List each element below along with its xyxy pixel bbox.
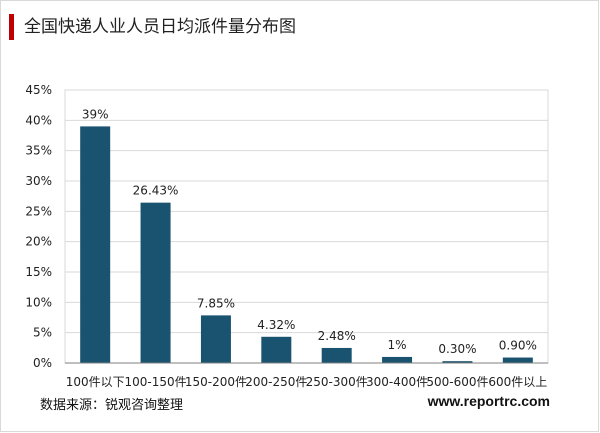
- y-tick-label: 25%: [25, 204, 52, 218]
- x-tick-label: 300-400件: [366, 375, 428, 389]
- data-label: 7.85%: [197, 296, 235, 310]
- data-label: 39%: [82, 107, 109, 121]
- x-tick-label: 100-150件: [124, 375, 186, 389]
- chart-title: 全国快递人业人员日均派件量分布图: [24, 17, 296, 37]
- data-label: 2.48%: [318, 329, 356, 343]
- bar: [261, 336, 292, 363]
- bar: [140, 202, 171, 363]
- plot-area-border: [64, 89, 549, 364]
- y-tick-label: 0%: [33, 356, 52, 370]
- bar: [382, 356, 413, 363]
- bar: [502, 357, 533, 363]
- x-tick-label: 150-200件: [185, 375, 247, 389]
- data-label: 4.32%: [257, 318, 295, 332]
- y-tick-label: 10%: [25, 295, 52, 309]
- y-tick-label: 45%: [25, 83, 52, 97]
- data-labels: 39% 26.43% 7.85% 4.32% 2.48% 1% 0.30% 0.90%: [82, 107, 537, 356]
- website-link[interactable]: www.reportrc.com: [427, 393, 550, 409]
- x-tick-label: 100件以下: [66, 375, 125, 389]
- x-tick-label: 500-600件: [426, 375, 488, 389]
- y-tick-label: 30%: [25, 174, 52, 188]
- y-tick-label: 35%: [25, 144, 52, 158]
- bar: [80, 126, 111, 364]
- bar: [321, 347, 352, 363]
- y-tick-label: 5%: [33, 326, 52, 340]
- data-label: 0.90%: [499, 339, 537, 353]
- data-label: 0.30%: [438, 342, 476, 356]
- y-axis-tick-labels: 0% 5% 10% 15% 20% 25% 30% 35% 40% 45%: [25, 83, 52, 370]
- bar: [200, 315, 231, 363]
- bar: [442, 361, 473, 363]
- y-tick-label: 15%: [25, 265, 52, 279]
- gridlines: [65, 119, 548, 334]
- y-tick-label: 40%: [25, 113, 52, 127]
- x-tick-label: 600件以上: [488, 375, 547, 389]
- x-tick-label: 250-300件: [306, 375, 368, 389]
- title-accent-bar: [9, 14, 14, 40]
- data-label: 1%: [388, 338, 407, 352]
- bars: [80, 126, 533, 364]
- data-source-note: 数据来源：锐观咨询整理: [40, 398, 184, 413]
- data-label: 26.43%: [133, 184, 179, 198]
- y-tick-label: 20%: [25, 235, 52, 249]
- x-axis-tick-labels: 100件以下 100-150件150-200件200-250件250-300件30…: [66, 375, 548, 389]
- x-tick-label: 200-250件: [245, 375, 307, 389]
